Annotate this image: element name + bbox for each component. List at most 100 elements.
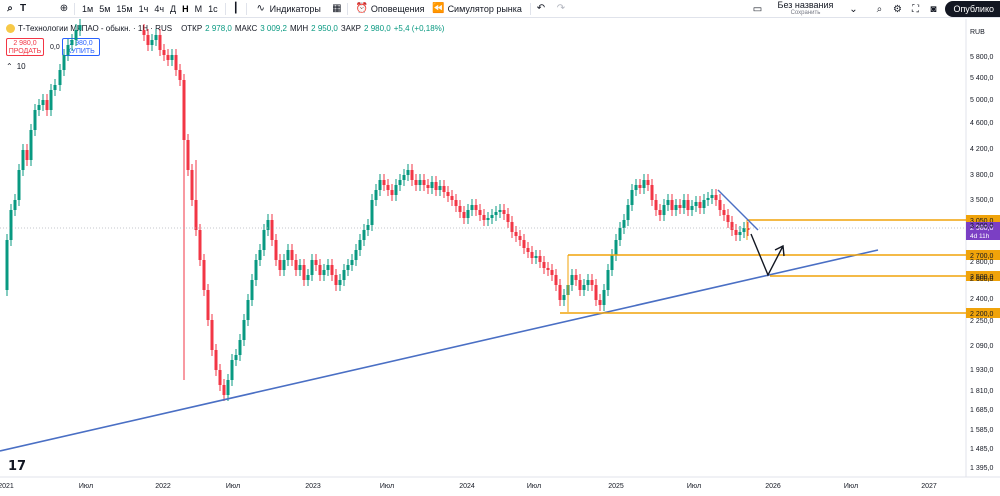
symbol-search[interactable]: ⌕ T: [0, 3, 48, 15]
candle-body: [634, 185, 638, 190]
candle-body: [486, 218, 490, 220]
candle-body: [714, 195, 718, 200]
candle-body: [518, 236, 522, 240]
compare-add-icon[interactable]: ⊕: [59, 3, 69, 14]
candle-body: [734, 230, 738, 235]
candle-body: [682, 200, 686, 208]
layout-icon[interactable]: ▭: [752, 3, 763, 15]
candle-body: [642, 180, 646, 188]
buy-button[interactable]: 2 980,0 КУПИТЬ: [62, 38, 100, 56]
candle-body: [466, 210, 470, 218]
candle-body: [334, 275, 338, 285]
candle-body: [414, 180, 418, 185]
candle-body: [738, 232, 742, 235]
candle-body: [374, 190, 378, 200]
candle-body: [154, 35, 158, 40]
candle-body: [694, 202, 698, 206]
candle-body: [198, 230, 202, 260]
volume-toggle-value: 10: [16, 62, 26, 71]
timeframe-3[interactable]: 1ч: [138, 3, 149, 14]
candle-body: [362, 230, 366, 240]
divider: [245, 2, 247, 15]
candle-body: [21, 150, 25, 170]
candle-body: [626, 205, 630, 220]
tradingview-logo-icon: 𝟭𝟳: [8, 458, 27, 473]
candle-body: [186, 140, 190, 170]
candle-body: [578, 280, 582, 290]
time-tick: 2026: [765, 483, 781, 490]
timeframe-1[interactable]: 5м: [99, 3, 111, 14]
timeframe-7[interactable]: М: [194, 3, 203, 14]
candle-body: [370, 200, 374, 225]
candle-body: [390, 190, 394, 195]
candle-body: [66, 45, 70, 55]
level-price-label: 3 050,0: [970, 218, 993, 225]
candle-body: [702, 200, 706, 208]
undo-icon[interactable]: ↶: [536, 3, 546, 14]
candle-body: [338, 280, 342, 285]
sell-button[interactable]: 2 980,0 ПРОДАТЬ: [6, 38, 44, 56]
candle-body: [294, 260, 298, 270]
candle-body: [574, 275, 578, 280]
candle-body: [542, 262, 546, 268]
candle-body: [398, 180, 402, 185]
timeframe-6[interactable]: Н: [182, 3, 189, 14]
candle-body: [478, 210, 482, 215]
price-tick: 1 930,0: [970, 367, 993, 374]
candle-body: [53, 85, 57, 90]
candle-body: [706, 198, 710, 200]
time-tick: Июл: [844, 483, 858, 490]
candle-body: [346, 265, 350, 270]
candle-body: [146, 35, 150, 45]
high-label: МАКС: [234, 24, 258, 33]
open-value: 2 978,0: [205, 24, 232, 33]
redo-icon[interactable]: ↷: [556, 3, 566, 14]
candle-body: [49, 90, 53, 110]
candle-body: [13, 200, 17, 210]
candle-body: [37, 105, 41, 110]
settings-gear-icon[interactable]: ⚙: [892, 3, 902, 15]
candle-body: [162, 50, 166, 55]
alerts-button[interactable]: ⏰ Оповещения: [352, 1, 429, 17]
candle-body: [522, 240, 526, 248]
candle-body: [474, 205, 478, 210]
candle-body: [178, 70, 182, 80]
price-tick: 3 500,0: [970, 197, 993, 204]
timeframe-8[interactable]: 1с: [208, 3, 218, 14]
fullscreen-icon[interactable]: ⛶: [911, 3, 919, 15]
time-tick: 2022: [155, 483, 171, 490]
camera-icon[interactable]: ◙: [930, 3, 937, 15]
candle-body: [698, 202, 702, 208]
candle-body: [510, 222, 514, 232]
timeframe-0[interactable]: 1м: [82, 3, 94, 14]
price-tick: 2 800,0: [970, 259, 993, 266]
indicators-button[interactable]: ∿ Индикаторы: [251, 1, 325, 17]
candle-body: [9, 210, 13, 240]
templates-icon[interactable]: ▦: [332, 3, 342, 14]
timeframe-5[interactable]: Д: [170, 3, 177, 14]
candle-body: [594, 285, 598, 300]
candle-body: [562, 295, 566, 300]
candle-body: [690, 206, 694, 210]
candle-body: [482, 215, 486, 220]
chevron-down-icon[interactable]: ⌄: [849, 3, 858, 15]
legend-title[interactable]: Т-Технологии МКПАО - обыкн. · 1Н · RUS: [18, 24, 173, 33]
timeframe-2[interactable]: 15м: [116, 3, 133, 14]
candle-body: [418, 180, 422, 185]
candle-body: [718, 200, 722, 210]
candle-body: [270, 220, 274, 240]
publish-button[interactable]: Опублико: [945, 1, 1000, 17]
layout-name-button[interactable]: Без названия Сохранить: [770, 1, 842, 17]
current-price-tag: [966, 222, 1000, 240]
volume-toggle[interactable]: ⌃ 10: [6, 62, 26, 71]
chevron-up-icon: ⌃: [6, 62, 13, 71]
replay-button[interactable]: ⏪ Симулятор рынка: [429, 1, 526, 17]
current-price-label: 2 980,0: [970, 225, 993, 232]
candles-icon[interactable]: ┃: [232, 3, 239, 14]
timeframe-4[interactable]: 4ч: [154, 3, 165, 14]
candle-body: [214, 350, 218, 370]
candle-body: [422, 180, 426, 185]
quick-search-icon[interactable]: ⌕: [876, 3, 883, 15]
price-tick: 5 800,0: [970, 54, 993, 61]
